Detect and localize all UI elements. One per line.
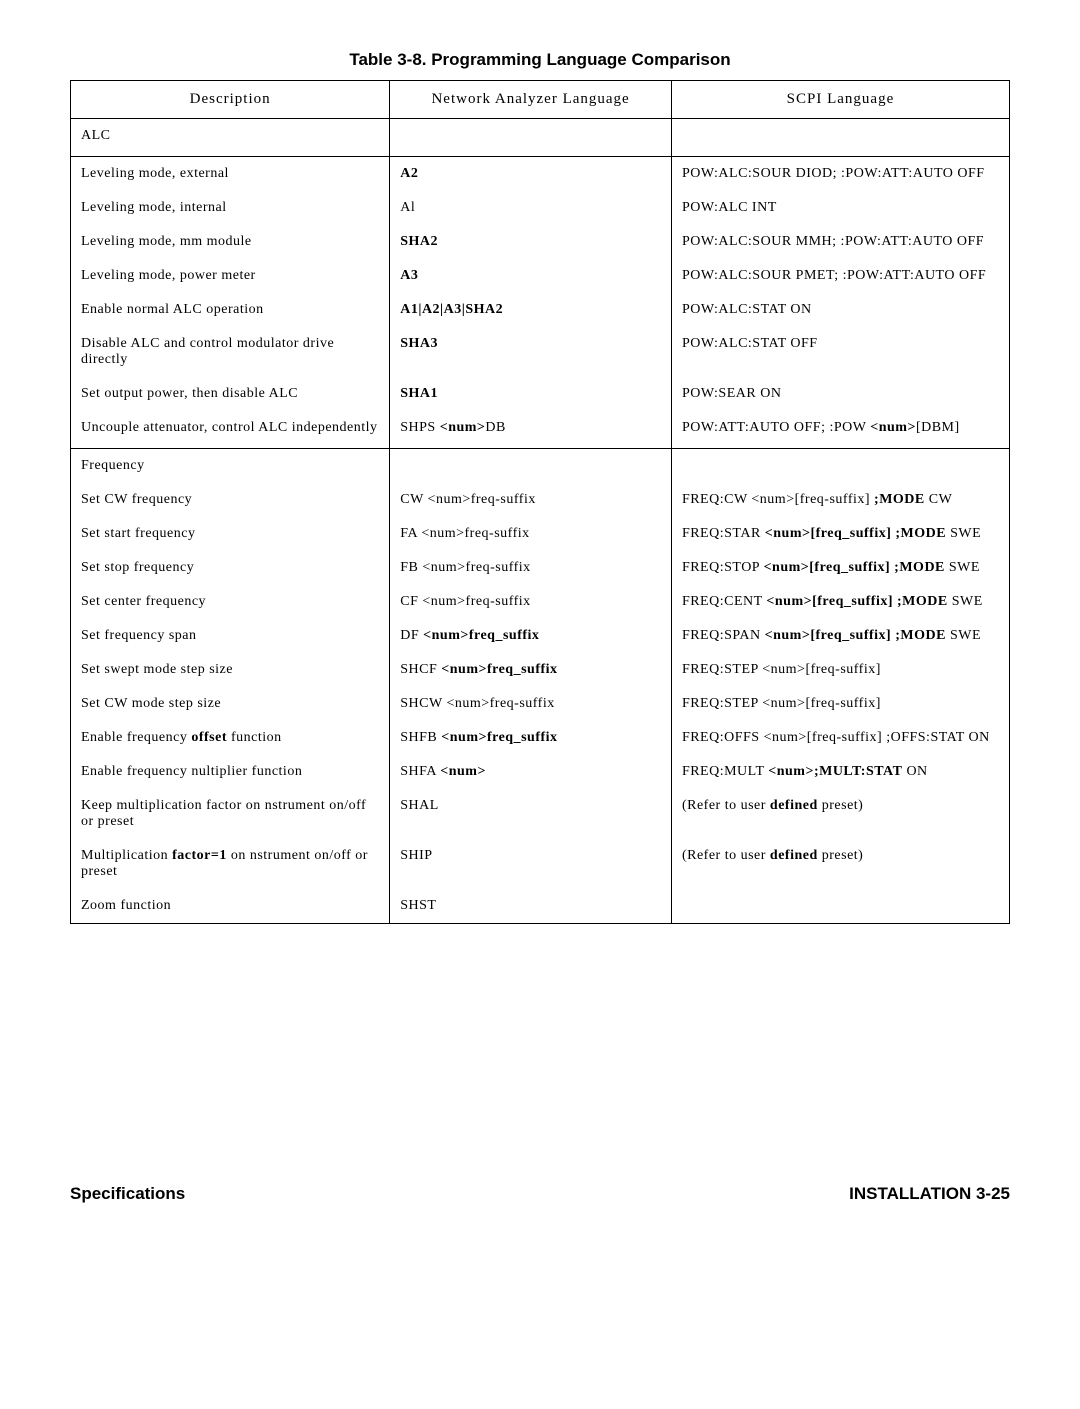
cell-description: Set center frequency bbox=[71, 585, 390, 619]
cell-network-analyzer: A2 bbox=[390, 157, 672, 192]
table-row: Enable frequency offset functionSHFB <nu… bbox=[71, 721, 1010, 755]
cell-scpi: POW:SEAR ON bbox=[671, 377, 1009, 411]
cell-network-analyzer bbox=[390, 119, 672, 157]
cell-scpi: POW:ALC:SOUR DIOD; :POW:ATT:AUTO OFF bbox=[671, 157, 1009, 192]
header-network-analyzer: Network Analyzer Language bbox=[390, 81, 672, 119]
cell-network-analyzer: CF <num>freq-suffix bbox=[390, 585, 672, 619]
cell-scpi: FREQ:MULT <num>;MULT:STAT ON bbox=[671, 755, 1009, 789]
table-row: Set stop frequencyFB <num>freq-suffixFRE… bbox=[71, 551, 1010, 585]
header-description: Description bbox=[71, 81, 390, 119]
cell-network-analyzer: SHFA <num> bbox=[390, 755, 672, 789]
cell-description: Enable frequency offset function bbox=[71, 721, 390, 755]
cell-network-analyzer: SHAL bbox=[390, 789, 672, 839]
cell-description: Set swept mode step size bbox=[71, 653, 390, 687]
cell-network-analyzer: A3 bbox=[390, 259, 672, 293]
cell-description: Enable normal ALC operation bbox=[71, 293, 390, 327]
cell-network-analyzer: SHPS <num>DB bbox=[390, 411, 672, 449]
table-row: Leveling mode, power meterA3POW:ALC:SOUR… bbox=[71, 259, 1010, 293]
cell-network-analyzer: FA <num>freq-suffix bbox=[390, 517, 672, 551]
table-row: Leveling mode, internalAlPOW:ALC INT bbox=[71, 191, 1010, 225]
cell-network-analyzer: SHCW <num>freq-suffix bbox=[390, 687, 672, 721]
cell-network-analyzer: SHCF <num>freq_suffix bbox=[390, 653, 672, 687]
cell-description: Set CW frequency bbox=[71, 483, 390, 517]
cell-description: ALC bbox=[71, 119, 390, 157]
table-row: Set swept mode step sizeSHCF <num>freq_s… bbox=[71, 653, 1010, 687]
table-row: Keep multiplication factor on nstrument … bbox=[71, 789, 1010, 839]
table-row: Uncouple attenuator, control ALC indepen… bbox=[71, 411, 1010, 449]
table-row: Leveling mode, externalA2POW:ALC:SOUR DI… bbox=[71, 157, 1010, 192]
cell-scpi bbox=[671, 119, 1009, 157]
cell-scpi: POW:ALC:STAT OFF bbox=[671, 327, 1009, 377]
cell-description: Leveling mode, internal bbox=[71, 191, 390, 225]
cell-description: Enable frequency nultiplier function bbox=[71, 755, 390, 789]
table-row: Set start frequencyFA <num>freq-suffixFR… bbox=[71, 517, 1010, 551]
table-row: ALC bbox=[71, 119, 1010, 157]
cell-scpi: FREQ:CW <num>[freq-suffix] ;MODE CW bbox=[671, 483, 1009, 517]
cell-description: Multiplication factor=1 on nstrument on/… bbox=[71, 839, 390, 889]
footer-left: Specifications bbox=[70, 1184, 185, 1204]
footer-right: INSTALLATION 3-25 bbox=[849, 1184, 1010, 1204]
cell-scpi: POW:ALC:SOUR PMET; :POW:ATT:AUTO OFF bbox=[671, 259, 1009, 293]
cell-scpi: FREQ:CENT <num>[freq_suffix] ;MODE SWE bbox=[671, 585, 1009, 619]
cell-network-analyzer: SHST bbox=[390, 889, 672, 924]
header-scpi: SCPI Language bbox=[671, 81, 1009, 119]
cell-network-analyzer: DF <num>freq_suffix bbox=[390, 619, 672, 653]
table-title: Table 3-8. Programming Language Comparis… bbox=[70, 50, 1010, 70]
table-row: Zoom functionSHST bbox=[71, 889, 1010, 924]
cell-network-analyzer: SHA2 bbox=[390, 225, 672, 259]
table-row: Disable ALC and control modulator drive … bbox=[71, 327, 1010, 377]
table-row: Enable normal ALC operationA1|A2|A3|SHA2… bbox=[71, 293, 1010, 327]
table-row: Set output power, then disable ALCSHA1PO… bbox=[71, 377, 1010, 411]
table-row: Set frequency spanDF <num>freq_suffixFRE… bbox=[71, 619, 1010, 653]
cell-scpi: FREQ:STOP <num>[freq_suffix] ;MODE SWE bbox=[671, 551, 1009, 585]
table-row: Set center frequencyCF <num>freq-suffixF… bbox=[71, 585, 1010, 619]
cell-description: Set stop frequency bbox=[71, 551, 390, 585]
header-row: Description Network Analyzer Language SC… bbox=[71, 81, 1010, 119]
cell-network-analyzer: FB <num>freq-suffix bbox=[390, 551, 672, 585]
cell-description: Uncouple attenuator, control ALC indepen… bbox=[71, 411, 390, 449]
table-row: Multiplication factor=1 on nstrument on/… bbox=[71, 839, 1010, 889]
cell-network-analyzer: SHFB <num>freq_suffix bbox=[390, 721, 672, 755]
cell-description: Leveling mode, external bbox=[71, 157, 390, 192]
cell-scpi: FREQ:STEP <num>[freq-suffix] bbox=[671, 687, 1009, 721]
cell-scpi: FREQ:SPAN <num>[freq_suffix] ;MODE SWE bbox=[671, 619, 1009, 653]
cell-scpi: POW:ALC:SOUR MMH; :POW:ATT:AUTO OFF bbox=[671, 225, 1009, 259]
page-footer: Specifications INSTALLATION 3-25 bbox=[70, 1184, 1010, 1204]
cell-network-analyzer bbox=[390, 449, 672, 484]
cell-network-analyzer: Al bbox=[390, 191, 672, 225]
cell-description: Frequency bbox=[71, 449, 390, 484]
cell-description: Disable ALC and control modulator drive … bbox=[71, 327, 390, 377]
table-row: Set CW frequencyCW <num>freq-suffixFREQ:… bbox=[71, 483, 1010, 517]
cell-description: Zoom function bbox=[71, 889, 390, 924]
table-row: Enable frequency nultiplier functionSHFA… bbox=[71, 755, 1010, 789]
table-row: Frequency bbox=[71, 449, 1010, 484]
cell-scpi: POW:ALC INT bbox=[671, 191, 1009, 225]
cell-scpi: POW:ATT:AUTO OFF; :POW <num>[DBM] bbox=[671, 411, 1009, 449]
table-row: Set CW mode step sizeSHCW <num>freq-suff… bbox=[71, 687, 1010, 721]
comparison-table: Description Network Analyzer Language SC… bbox=[70, 80, 1010, 924]
cell-scpi: POW:ALC:STAT ON bbox=[671, 293, 1009, 327]
cell-network-analyzer: CW <num>freq-suffix bbox=[390, 483, 672, 517]
cell-description: Leveling mode, power meter bbox=[71, 259, 390, 293]
cell-network-analyzer: A1|A2|A3|SHA2 bbox=[390, 293, 672, 327]
cell-description: Set start frequency bbox=[71, 517, 390, 551]
cell-description: Set frequency span bbox=[71, 619, 390, 653]
cell-scpi: FREQ:STEP <num>[freq-suffix] bbox=[671, 653, 1009, 687]
cell-description: Set CW mode step size bbox=[71, 687, 390, 721]
cell-description: Keep multiplication factor on nstrument … bbox=[71, 789, 390, 839]
cell-scpi: (Refer to user defined preset) bbox=[671, 789, 1009, 839]
cell-scpi: (Refer to user defined preset) bbox=[671, 839, 1009, 889]
cell-network-analyzer: SHA1 bbox=[390, 377, 672, 411]
cell-network-analyzer: SHA3 bbox=[390, 327, 672, 377]
cell-description: Set output power, then disable ALC bbox=[71, 377, 390, 411]
cell-scpi: FREQ:OFFS <num>[freq-suffix] ;OFFS:STAT … bbox=[671, 721, 1009, 755]
cell-scpi bbox=[671, 889, 1009, 924]
table-row: Leveling mode, mm moduleSHA2POW:ALC:SOUR… bbox=[71, 225, 1010, 259]
cell-scpi bbox=[671, 449, 1009, 484]
cell-network-analyzer: SHIP bbox=[390, 839, 672, 889]
cell-scpi: FREQ:STAR <num>[freq_suffix] ;MODE SWE bbox=[671, 517, 1009, 551]
cell-description: Leveling mode, mm module bbox=[71, 225, 390, 259]
